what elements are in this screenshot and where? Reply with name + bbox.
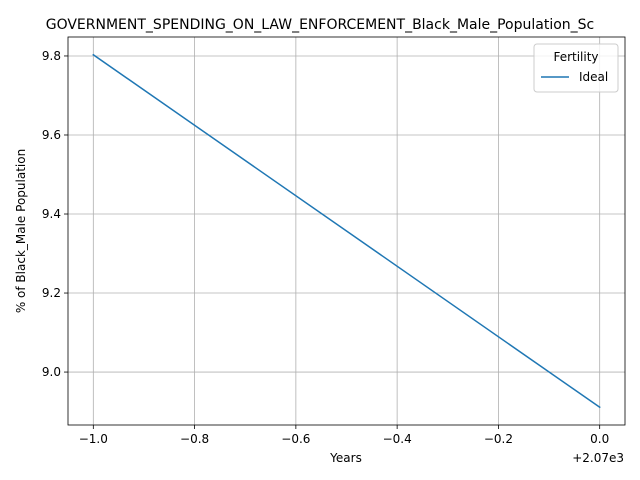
x-tick-label: −0.2 bbox=[484, 432, 513, 446]
grid-lines bbox=[68, 37, 625, 425]
series-line-ideal bbox=[92, 53, 601, 409]
x-tick-label: −1.0 bbox=[79, 432, 108, 446]
x-axis-label: Years bbox=[329, 451, 362, 465]
y-axis: 9.0 9.2 9.4 9.6 9.8 bbox=[42, 49, 68, 379]
legend-label-ideal: Ideal bbox=[579, 70, 608, 84]
x-tick-label: −0.6 bbox=[281, 432, 310, 446]
y-tick-label: 9.8 bbox=[42, 49, 61, 63]
y-tick-label: 9.6 bbox=[42, 128, 61, 142]
legend-box bbox=[533, 43, 619, 93]
x-tick-label: 0.0 bbox=[590, 432, 609, 446]
series-layer bbox=[92, 53, 601, 409]
x-axis: −1.0 −0.8 −0.6 −0.4 −0.2 0.0 bbox=[79, 425, 609, 446]
legend-title: Fertility bbox=[553, 50, 598, 64]
x-axis-offset-label: +2.07e3 bbox=[572, 451, 624, 465]
y-tick-label: 9.2 bbox=[42, 286, 61, 300]
y-tick-label: 9.0 bbox=[42, 365, 61, 379]
y-axis-label: % of Black_Male Population bbox=[14, 149, 28, 313]
x-tick-label: −0.8 bbox=[180, 432, 209, 446]
chart-title: GOVERNMENT_SPENDING_ON_LAW_ENFORCEMENT_B… bbox=[46, 17, 595, 33]
x-tick-label: −0.4 bbox=[383, 432, 412, 446]
y-tick-label: 9.4 bbox=[42, 207, 61, 221]
legend: Fertility Ideal bbox=[533, 43, 619, 93]
plot-frame bbox=[67, 36, 626, 426]
